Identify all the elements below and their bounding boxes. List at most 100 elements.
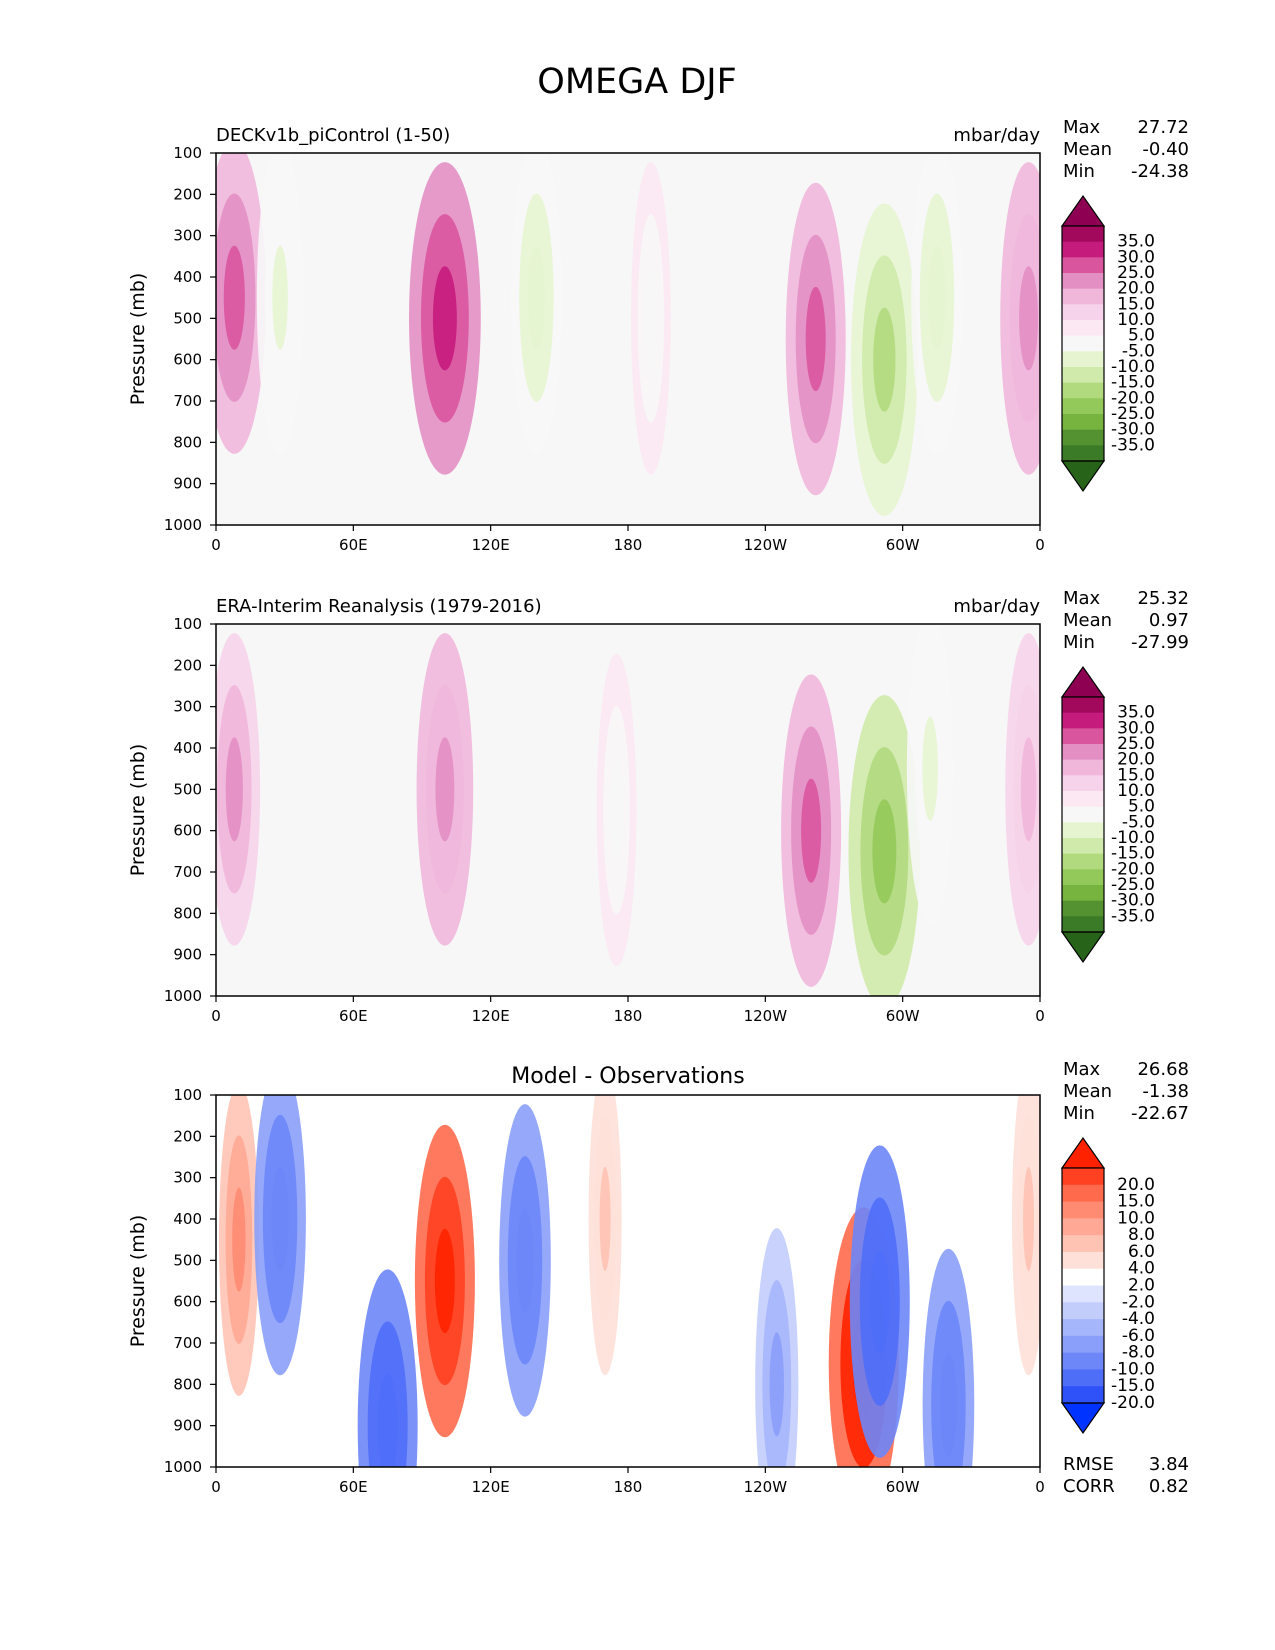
feature-blob — [271, 1166, 289, 1272]
y-tick-label: 900 — [173, 475, 202, 493]
colorbar: 35.030.025.020.015.010.05.0-5.0-10.0-15.… — [1060, 194, 1155, 493]
colorbar-band — [1062, 273, 1104, 290]
stat-label: Min — [1063, 632, 1095, 653]
y-tick-label: 600 — [173, 351, 202, 369]
stat-label: RMSE — [1063, 1454, 1114, 1475]
colorbar-extend-bottom — [1060, 1402, 1106, 1435]
stat-value: -24.38 — [1131, 161, 1189, 182]
colorbar-band — [1062, 1168, 1104, 1186]
plot-background — [216, 1095, 1040, 1467]
feature-blob — [516, 1208, 534, 1313]
y-tick-label: 800 — [173, 1375, 202, 1393]
x-tick-label: 60E — [339, 1478, 368, 1496]
y-tick-label: 400 — [173, 268, 202, 286]
colorbar-band — [1062, 1352, 1104, 1370]
colorbar-label: 2.0 — [1128, 1276, 1155, 1296]
colorbar-extend-top — [1060, 1136, 1106, 1169]
feature-blob — [1019, 266, 1038, 371]
y-tick-label: 1000 — [164, 516, 202, 534]
colorbar-extend-top — [1060, 665, 1106, 698]
colorbar-band — [1062, 429, 1104, 446]
panel-3: 100 200 300 400 500 600 700 800 900 1000 0 60E 120E 1… — [127, 1059, 1189, 1497]
x-tick-label: 0 — [211, 536, 221, 554]
colorbar-label: -15.0 — [1111, 373, 1155, 393]
colorbar-band — [1062, 257, 1104, 274]
y-tick-label: 800 — [173, 433, 202, 451]
feature-blob — [873, 307, 896, 412]
field-features — [216, 153, 1040, 516]
colorbar-band — [1062, 1268, 1104, 1286]
field-features — [218, 1095, 1040, 1467]
feature-blob — [377, 1373, 398, 1467]
y-tick-label: 300 — [173, 698, 202, 716]
colorbar-band — [1062, 445, 1104, 462]
feature-blob — [232, 1187, 246, 1292]
y-tick-label: 500 — [173, 1251, 202, 1269]
colorbar: 20.015.010.08.06.04.02.0-2.0-4.0-6.0-8.0… — [1060, 1136, 1155, 1435]
stat-value: -22.67 — [1131, 1103, 1189, 1124]
x-tick-label: 0 — [211, 1007, 221, 1025]
x-tick-label: 60W — [886, 1007, 920, 1025]
colorbar-label: -20.0 — [1111, 1393, 1155, 1413]
colorbar-label: -15.0 — [1111, 1376, 1155, 1396]
colorbar-extend-top — [1060, 194, 1106, 227]
feature-blob — [872, 799, 897, 904]
feature-blob — [805, 286, 826, 392]
x-tick-label: 180 — [614, 536, 643, 554]
colorbar-label: -15.0 — [1111, 844, 1155, 864]
stat-value: 26.68 — [1137, 1059, 1189, 1080]
panel-title: Model - Observations — [511, 1064, 744, 1089]
stat-label: Mean — [1063, 1081, 1112, 1102]
colorbar-band — [1062, 414, 1104, 431]
colorbar-label: 10.0 — [1117, 1208, 1155, 1228]
y-tick-label: 300 — [173, 1169, 202, 1187]
units-label: mbar/day — [953, 596, 1040, 617]
colorbar-label: -4.0 — [1122, 1309, 1155, 1329]
colorbar-band — [1062, 728, 1104, 745]
stat-value: -27.99 — [1131, 632, 1189, 653]
x-tick-label: 120W — [744, 1007, 788, 1025]
feature-blob — [435, 737, 455, 842]
y-tick-label: 100 — [173, 144, 202, 162]
y-tick-label: 900 — [173, 946, 202, 964]
x-tick-label: 120W — [744, 1478, 788, 1496]
colorbar-label: -30.0 — [1111, 891, 1155, 911]
colorbar-band — [1062, 320, 1104, 337]
colorbar-label: 4.0 — [1128, 1259, 1155, 1279]
x-tick-label: 0 — [1035, 1478, 1045, 1496]
colorbar-band — [1062, 853, 1104, 870]
y-axis-label: Pressure (mb) — [127, 1215, 149, 1348]
colorbar-band — [1062, 869, 1104, 886]
colorbar-label: 8.0 — [1128, 1225, 1155, 1245]
y-axis-label: Pressure (mb) — [127, 744, 149, 877]
y-tick-label: 600 — [173, 822, 202, 840]
feature-blob — [609, 757, 624, 863]
feature-blob — [644, 266, 658, 371]
y-tick-label: 1000 — [164, 987, 202, 1005]
colorbar-label: 10.0 — [1117, 310, 1155, 330]
y-tick-label: 700 — [173, 863, 202, 881]
colorbar-label: -5.0 — [1122, 812, 1155, 832]
colorbar-label: -35.0 — [1111, 435, 1155, 455]
x-tick-label: 0 — [211, 1478, 221, 1496]
feature-blob — [272, 245, 288, 350]
colorbar-band — [1062, 1319, 1104, 1337]
stat-label: Max — [1063, 117, 1101, 138]
stat-value: 27.72 — [1137, 117, 1189, 138]
colorbar-band — [1062, 916, 1104, 933]
colorbar-band — [1062, 885, 1104, 902]
colorbar-band — [1062, 1201, 1104, 1219]
colorbar-label: 6.0 — [1128, 1242, 1155, 1262]
colorbar-band — [1062, 398, 1104, 415]
feature-blob — [922, 716, 938, 821]
stat-label: Mean — [1063, 139, 1112, 160]
feature-blob — [1023, 1166, 1035, 1272]
y-tick-label: 400 — [173, 1210, 202, 1228]
x-tick-label: 180 — [614, 1007, 643, 1025]
colorbar-band — [1062, 900, 1104, 917]
colorbar-label: 25.0 — [1117, 263, 1155, 283]
x-tick-label: 60W — [886, 1478, 920, 1496]
colorbar-extend-bottom — [1060, 460, 1106, 493]
colorbar-band — [1062, 241, 1104, 258]
feature-blob — [801, 778, 822, 883]
